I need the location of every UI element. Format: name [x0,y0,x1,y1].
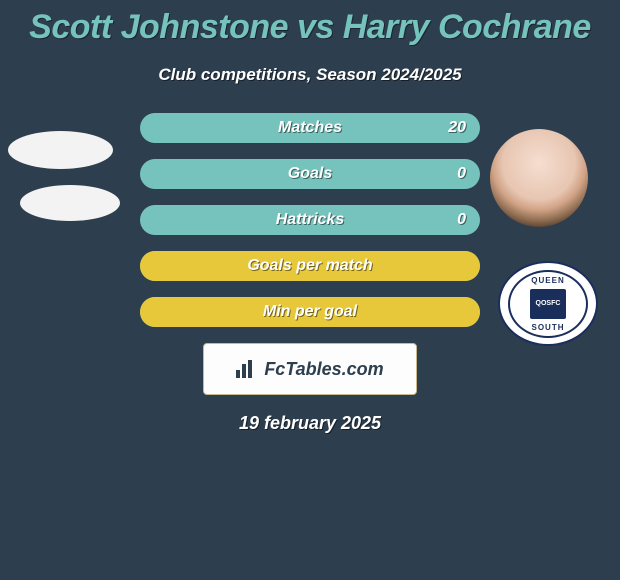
stat-row-goals-per-match: Goals per match [140,251,480,281]
stat-value: 0 [457,159,466,189]
stat-label: Hattricks [140,205,480,235]
comparison-panel: QUEEN QOSFC SOUTH Matches 20 Goals 0 Hat… [0,113,620,434]
stat-bars: Matches 20 Goals 0 Hattricks 0 Goals per… [140,113,480,327]
player-left-avatar-placeholder-2 [20,185,120,221]
club-badge-center: QOSFC [530,289,566,319]
stat-label: Goals per match [140,251,480,281]
club-badge-right: QUEEN QOSFC SOUTH [498,261,598,346]
club-badge-top-text: QUEEN [531,276,564,285]
stat-row-min-per-goal: Min per goal [140,297,480,327]
page-title: Scott Johnstone vs Harry Cochrane [0,0,620,47]
stat-row-matches: Matches 20 [140,113,480,143]
club-badge-bottom-text: SOUTH [532,323,565,332]
watermark-text: FcTables.com [264,359,383,380]
subtitle: Club competitions, Season 2024/2025 [0,65,620,85]
stat-value: 0 [457,205,466,235]
stat-value: 20 [448,113,466,143]
player-right-avatar [490,129,588,227]
club-badge-inner: QUEEN QOSFC SOUTH [508,270,588,338]
date-text: 19 february 2025 [0,413,620,434]
bar-chart-icon [236,360,258,378]
stat-label: Matches [140,113,480,143]
watermark-badge: FcTables.com [203,343,417,395]
player-left-avatar-placeholder-1 [8,131,113,169]
stat-row-goals: Goals 0 [140,159,480,189]
stat-label: Goals [140,159,480,189]
stat-row-hattricks: Hattricks 0 [140,205,480,235]
stat-label: Min per goal [140,297,480,327]
